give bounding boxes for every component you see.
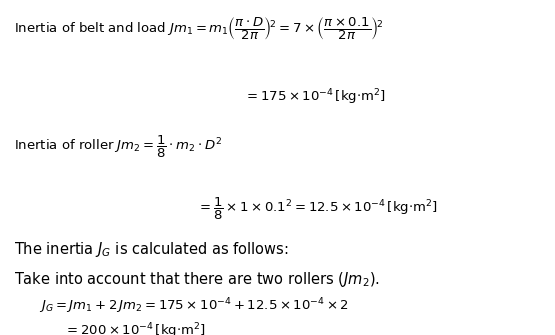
Text: $= \dfrac{1}{8} \times 1 \times 0.1^2 = 12.5 \times 10^{-4}\,[\mathrm{kg{\cdot}m: $= \dfrac{1}{8} \times 1 \times 0.1^2 = … (197, 196, 438, 222)
Text: Inertia of belt and load $\mathit{Jm}_1 = m_1\left(\dfrac{\pi \cdot D}{2\pi}\rig: Inertia of belt and load $\mathit{Jm}_1 … (14, 15, 383, 42)
Text: $= 175 \times 10^{-4}\,[\mathrm{kg{\cdot}m^2}]$: $= 175 \times 10^{-4}\,[\mathrm{kg{\cdot… (244, 87, 386, 107)
Text: The inertia $\mathit{J}_G$ is calculated as follows:: The inertia $\mathit{J}_G$ is calculated… (14, 240, 289, 259)
Text: $= 200 \times 10^{-4}\,[\mathrm{kg{\cdot}m^2}]$: $= 200 \times 10^{-4}\,[\mathrm{kg{\cdot… (64, 322, 206, 335)
Text: Take into account that there are two rollers ($\mathit{Jm}_2$).: Take into account that there are two rol… (14, 270, 380, 289)
Text: Inertia of roller $\mathit{Jm}_2 = \dfrac{1}{8} \cdot m_2 \cdot D^2$: Inertia of roller $\mathit{Jm}_2 = \dfra… (14, 134, 222, 160)
Text: $\mathit{J}_G = \mathit{Jm}_1 + 2\,\mathit{Jm}_2 = 175 \times 10^{-4} + 12.5 \ti: $\mathit{J}_G = \mathit{Jm}_1 + 2\,\math… (39, 296, 349, 316)
